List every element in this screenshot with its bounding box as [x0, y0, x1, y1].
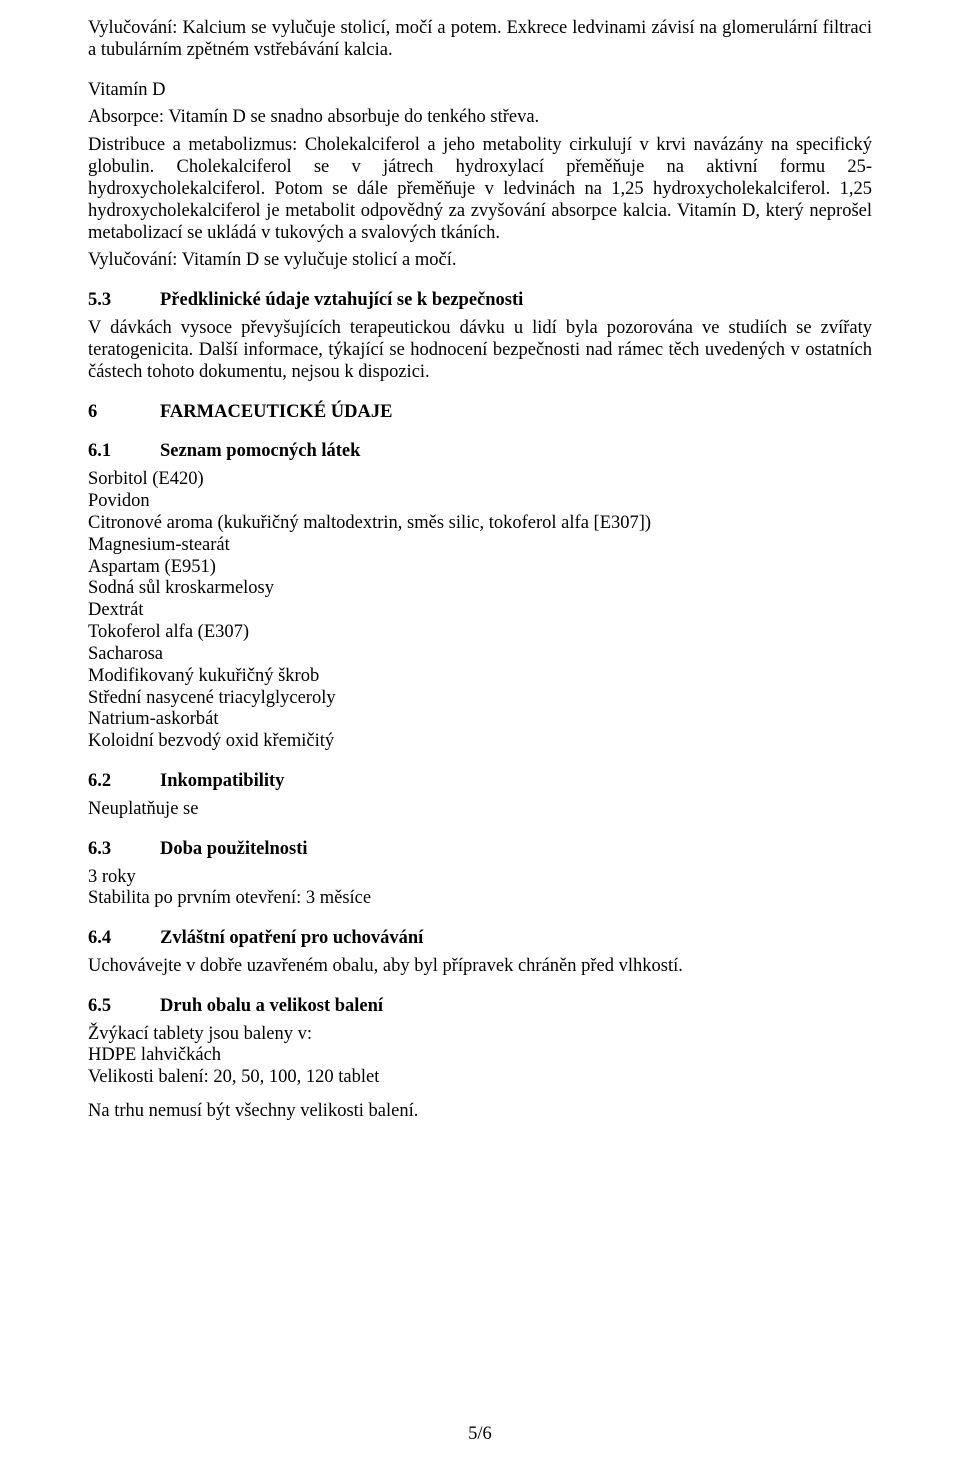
- heading-number: 6.3: [88, 839, 160, 861]
- excipient-item: Modifikovaný kukuřičný škrob: [88, 666, 872, 688]
- section-5-3: 5.3Předklinické údaje vztahující se k be…: [88, 290, 872, 383]
- excipient-item: Koloidní bezvodý oxid křemičitý: [88, 731, 872, 753]
- heading-text: Doba použitelnosti: [160, 839, 308, 859]
- section-6-3: 6.3Doba použitelnosti 3 roky Stabilita p…: [88, 839, 872, 910]
- heading-text: Inkompatibility: [160, 771, 284, 791]
- heading-text: FARMACEUTICKÉ ÚDAJE: [160, 402, 392, 422]
- section-6-1: 6.1Seznam pomocných látek Sorbitol (E420…: [88, 441, 872, 753]
- heading-6-4: 6.4Zvláštní opatření pro uchovávání: [88, 928, 872, 950]
- paragraph-6-3-line1: 3 roky: [88, 867, 872, 889]
- excipient-item: Povidon: [88, 491, 872, 513]
- heading-number: 5.3: [88, 290, 160, 312]
- excipient-item: Aspartam (E951): [88, 557, 872, 579]
- heading-number: 6.1: [88, 441, 160, 463]
- document-page: Vylučování: Kalcium se vylučuje stolicí,…: [0, 0, 960, 1473]
- heading-number: 6.5: [88, 996, 160, 1018]
- paragraph-6-2-body: Neuplatňuje se: [88, 799, 872, 821]
- excipient-item: Tokoferol alfa (E307): [88, 622, 872, 644]
- heading-text: Předklinické údaje vztahující se k bezpe…: [160, 290, 523, 310]
- heading-text: Seznam pomocných látek: [160, 441, 360, 461]
- heading-6-5: 6.5Druh obalu a velikost balení: [88, 996, 872, 1018]
- paragraph-6-5-line1: Žvýkací tablety jsou baleny v:: [88, 1024, 872, 1046]
- excipient-item: Natrium-askorbát: [88, 709, 872, 731]
- paragraph-block: Vylučování: Kalcium se vylučuje stolicí,…: [88, 18, 872, 62]
- paragraph-vitd-body: Distribuce a metabolizmus: Cholekalcifer…: [88, 135, 872, 244]
- paragraph-6-5-line2: HDPE lahvičkách: [88, 1045, 872, 1067]
- section-6-2: 6.2Inkompatibility Neuplatňuje se: [88, 771, 872, 821]
- heading-6-2: 6.2Inkompatibility: [88, 771, 872, 793]
- heading-6-1: 6.1Seznam pomocných látek: [88, 441, 872, 463]
- excipient-item: Střední nasycené triacylglyceroly: [88, 688, 872, 710]
- excipients-list: Sorbitol (E420)PovidonCitronové aroma (k…: [88, 469, 872, 753]
- subheading-vitamin-d: Vitamín D: [88, 80, 872, 102]
- paragraph-6-5-line3: Velikosti balení: 20, 50, 100, 120 table…: [88, 1067, 872, 1089]
- paragraph-6-3-line2: Stabilita po prvním otevření: 3 měsíce: [88, 888, 872, 910]
- section-6-5: 6.5Druh obalu a velikost balení Žvýkací …: [88, 996, 872, 1123]
- paragraph-6-5-note: Na trhu nemusí být všechny velikosti bal…: [88, 1101, 872, 1123]
- excipient-item: Sorbitol (E420): [88, 469, 872, 491]
- excipient-item: Sodná sůl kroskarmelosy: [88, 578, 872, 600]
- excipient-item: Dextrát: [88, 600, 872, 622]
- paragraph-vitd-absorption: Absorpce: Vitamín D se snadno absorbuje …: [88, 107, 872, 129]
- heading-text: Druh obalu a velikost balení: [160, 996, 383, 1016]
- excipient-item: Citronové aroma (kukuřičný maltodextrin,…: [88, 513, 872, 535]
- heading-number: 6.2: [88, 771, 160, 793]
- paragraph-6-4-body: Uchovávejte v dobře uzavřeném obalu, aby…: [88, 956, 872, 978]
- heading-number: 6: [88, 402, 160, 424]
- page-footer: 5/6: [0, 1424, 960, 1445]
- paragraph-vitd-excretion: Vylučování: Vitamín D se vylučuje stolic…: [88, 250, 872, 272]
- heading-6: 6FARMACEUTICKÉ ÚDAJE: [88, 402, 872, 424]
- heading-6-3: 6.3Doba použitelnosti: [88, 839, 872, 861]
- heading-text: Zvláštní opatření pro uchovávání: [160, 928, 423, 948]
- heading-5-3: 5.3Předklinické údaje vztahující se k be…: [88, 290, 872, 312]
- paragraph-block-vitamin-d: Vitamín D Absorpce: Vitamín D se snadno …: [88, 80, 872, 273]
- excipient-item: Sacharosa: [88, 644, 872, 666]
- paragraph-5-3-body: V dávkách vysoce převyšujících terapeuti…: [88, 318, 872, 383]
- section-6-4: 6.4Zvláštní opatření pro uchovávání Ucho…: [88, 928, 872, 978]
- paragraph-excretion-calcium: Vylučování: Kalcium se vylučuje stolicí,…: [88, 18, 872, 62]
- excipient-item: Magnesium-stearát: [88, 535, 872, 557]
- section-6: 6FARMACEUTICKÉ ÚDAJE: [88, 402, 872, 424]
- heading-number: 6.4: [88, 928, 160, 950]
